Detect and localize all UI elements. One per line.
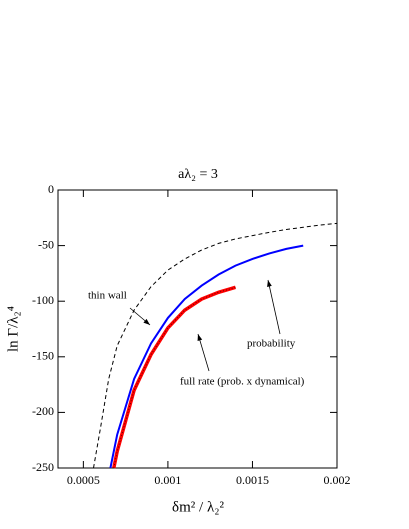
y-tick-label: -100	[32, 293, 54, 307]
series-line	[112, 285, 236, 469]
x-tick-label: 0.001	[154, 473, 181, 487]
y-tick-label: 0	[48, 182, 54, 196]
x-tick-label: 0.0015	[236, 473, 269, 487]
y-tick-label: -250	[32, 460, 54, 474]
y-tick-label: -150	[32, 349, 54, 363]
y-axis-title: ln Γ/λ₂⁴	[5, 306, 21, 352]
arrow-head	[143, 318, 150, 325]
annotation-arrow	[267, 279, 281, 335]
x-tick-label: 0.002	[324, 473, 351, 487]
arrow-head	[267, 280, 272, 287]
annotation: full rate (prob. x dynamical)	[180, 376, 305, 388]
arrow-head	[197, 334, 203, 341]
series-line	[93, 222, 338, 469]
x-axis-title: δm² / λ₂²	[172, 499, 224, 515]
y-tick-label: -200	[32, 404, 54, 418]
plot-frame	[57, 189, 338, 469]
annotation: probability	[247, 338, 296, 350]
chart-title: aλ₂ = 3	[178, 167, 218, 182]
x-tick-label: 0.0005	[67, 473, 100, 487]
series-line	[109, 244, 304, 469]
annotation: thin wall	[88, 290, 127, 302]
y-tick-label: -50	[38, 237, 54, 251]
